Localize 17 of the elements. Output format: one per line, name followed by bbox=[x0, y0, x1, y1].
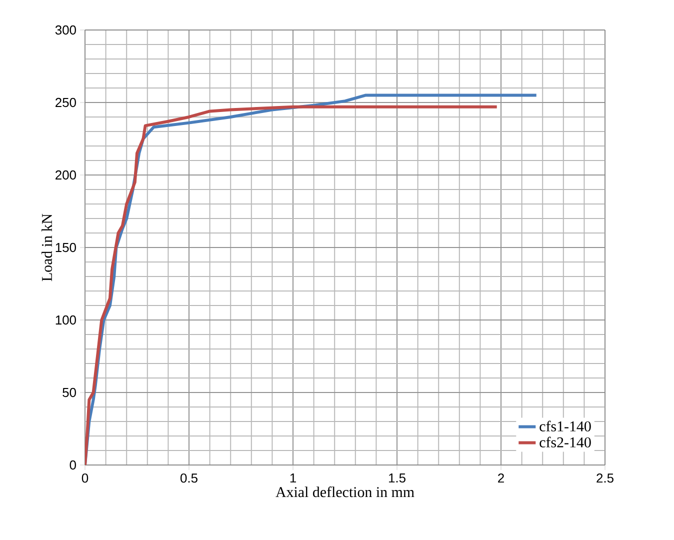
y-tick-label: 250 bbox=[56, 98, 76, 108]
y-tick-label: 50 bbox=[62, 388, 76, 398]
x-tick-label: 1.5 bbox=[388, 474, 406, 483]
x-axis-title: Axial deflection in mm bbox=[276, 486, 414, 498]
y-tick-label: 0 bbox=[70, 460, 76, 470]
x-tick-label: 2 bbox=[498, 474, 504, 483]
x-tick-label: 0.5 bbox=[180, 474, 198, 483]
x-tick-label: 2.5 bbox=[596, 474, 614, 483]
y-tick-label: 150 bbox=[56, 242, 76, 252]
x-tick-label: 1 bbox=[290, 474, 296, 482]
y-tick-label: 300 bbox=[55, 25, 76, 35]
y-axis-title: Load in kN bbox=[42, 214, 52, 282]
y-tick-label: 200 bbox=[56, 170, 76, 180]
legend-label: cfs1-140 bbox=[540, 420, 591, 432]
y-tick-label: 100 bbox=[56, 315, 76, 325]
x-tick-label: 0 bbox=[82, 474, 88, 483]
legend-label: cfs2-140 bbox=[540, 436, 591, 448]
